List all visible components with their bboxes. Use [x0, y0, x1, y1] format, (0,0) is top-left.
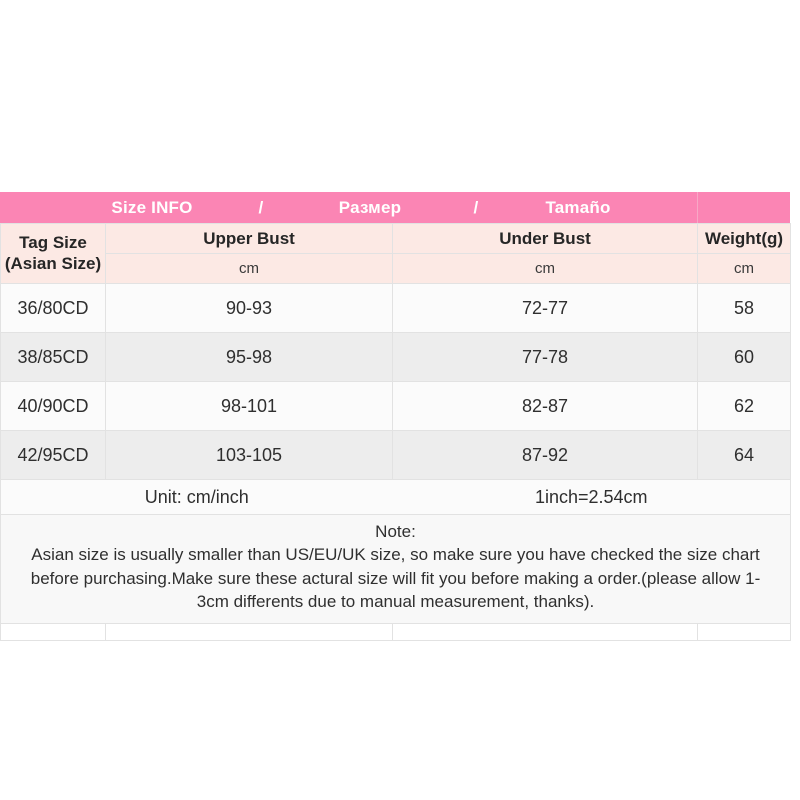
table-footer-spacer-row: [0, 622, 791, 641]
header-unit-under-bust: cm: [392, 253, 698, 284]
unit-conversion-cell: Unit: cm/inch 1inch=2.54cm: [0, 479, 791, 515]
cell-tag-size: 40/90CD: [0, 381, 106, 431]
cell-weight: 60: [697, 332, 791, 382]
table-row: 42/95CD 103-105 87-92 64: [0, 430, 791, 480]
note-body: Asian size is usually smaller than US/EU…: [30, 545, 761, 612]
cell-tag-size: 38/85CD: [0, 332, 106, 382]
cell-upper-bust: 95-98: [105, 332, 393, 382]
unit-conversion-row: Unit: cm/inch 1inch=2.54cm: [0, 479, 791, 515]
cell-under-bust: 82-87: [392, 381, 698, 431]
note-title: Note:: [375, 522, 416, 541]
cell-under-bust: 77-78: [392, 332, 698, 382]
unit-label-inch-to-cm: 1inch=2.54cm: [534, 486, 648, 507]
banner-separator-2: /: [473, 198, 479, 217]
header-upper-bust: Upper Bust: [105, 223, 393, 254]
table-row: 38/85CD 95-98 77-78 60: [0, 332, 791, 382]
table-unit-header-row: cm cm cm: [1, 253, 791, 284]
table-header-row: Tag Size (Asian Size) Upper Bust Under B…: [0, 223, 791, 284]
note-row: Note: Asian size is usually smaller than…: [0, 514, 791, 624]
footer-spacer-cell-d: [697, 622, 791, 641]
cell-weight: 64: [697, 430, 791, 480]
cell-weight: 62: [697, 381, 791, 431]
table-row: 40/90CD 98-101 82-87 62: [0, 381, 791, 431]
cell-upper-bust: 98-101: [105, 381, 393, 431]
cell-upper-bust: 90-93: [105, 283, 393, 333]
banner-divider: [697, 192, 698, 223]
cell-tag-size: 42/95CD: [0, 430, 106, 480]
banner-label-razmer: Размер: [338, 198, 402, 217]
header-tag-size-line1: Tag Size: [19, 233, 87, 253]
header-unit-weight: cm: [697, 253, 791, 284]
cell-upper-bust: 103-105: [105, 430, 393, 480]
cell-under-bust: 72-77: [392, 283, 698, 333]
header-tag-size-line2: (Asian Size): [4, 253, 102, 273]
footer-spacer-cell-b: [105, 622, 393, 641]
banner-label-size-info: Size INFO: [111, 198, 193, 217]
header-unit-upper-bust: cm: [105, 253, 393, 284]
size-info-banner: Size INFO / Размер / Tamaño: [0, 192, 790, 223]
unit-conversion-inner: Unit: cm/inch 1inch=2.54cm: [1, 480, 790, 514]
note-cell: Note: Asian size is usually smaller than…: [0, 514, 791, 624]
footer-spacer-cell-c: [392, 622, 698, 641]
unit-label-cm-inch: Unit: cm/inch: [144, 486, 249, 507]
cell-weight: 58: [697, 283, 791, 333]
table-row: 36/80CD 90-93 72-77 58: [0, 283, 791, 333]
banner-inner: Size INFO / Размер / Tamaño: [0, 192, 790, 223]
cell-tag-size: 36/80CD: [0, 283, 106, 333]
header-weight: Weight(g): [697, 223, 791, 254]
cell-under-bust: 87-92: [392, 430, 698, 480]
footer-spacer-cell-a: [0, 622, 106, 641]
banner-separator-1: /: [258, 198, 264, 217]
banner-label-tamano: Tamaño: [545, 198, 611, 217]
header-under-bust: Under Bust: [392, 223, 698, 254]
size-table: Tag Size (Asian Size) Upper Bust Under B…: [0, 223, 791, 641]
header-tag-size: Tag Size (Asian Size): [0, 223, 106, 284]
